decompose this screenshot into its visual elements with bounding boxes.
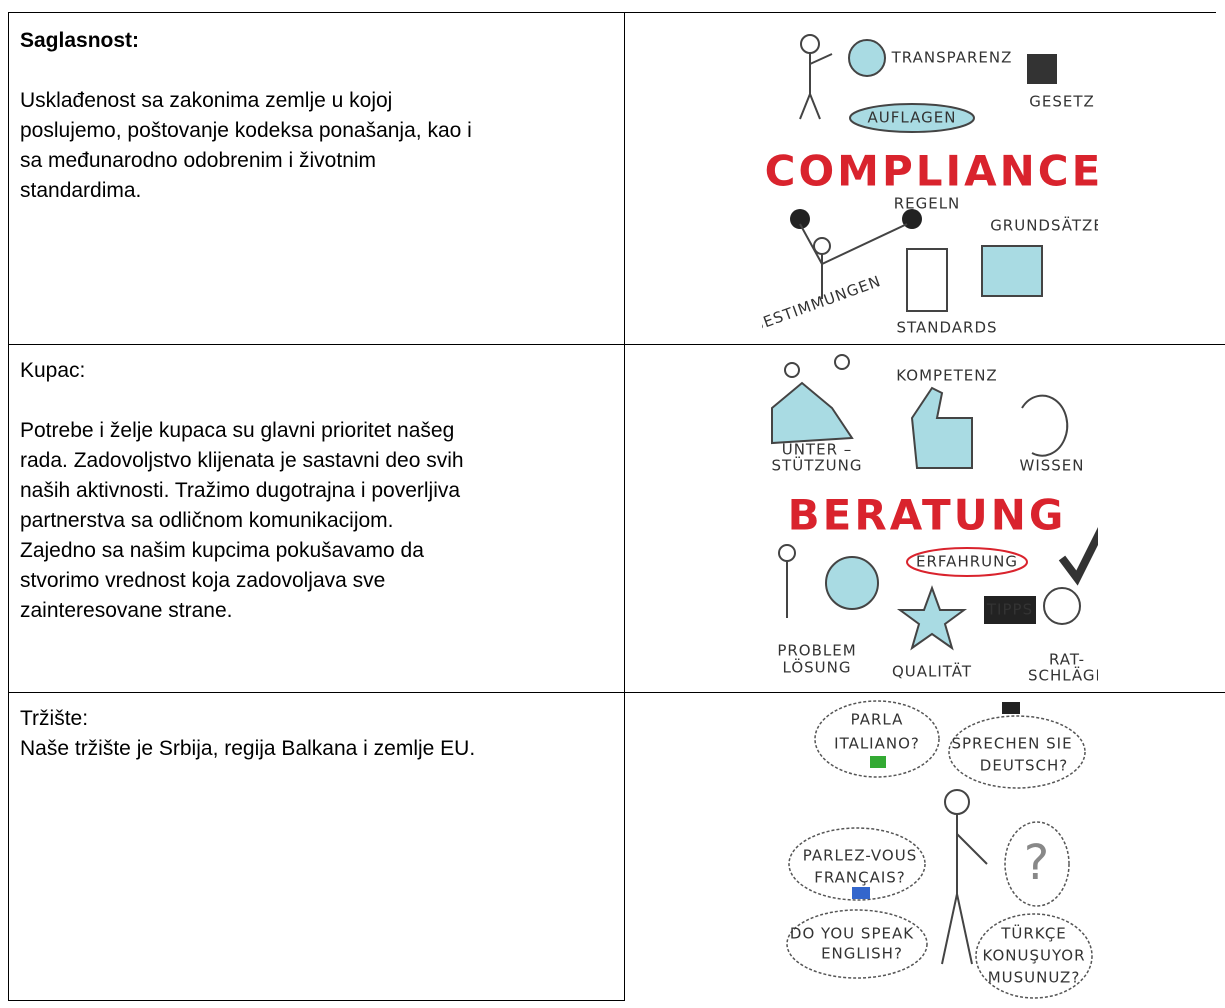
illustration-word: ITALIANO?: [834, 735, 920, 753]
illustration-word: TIPPS: [986, 601, 1033, 619]
table-border: [8, 692, 1225, 693]
illustration: KOMPETENZ UNTER –STÜTZUNG WISSEN BERATUNG ER…: [771, 354, 1098, 685]
svg-text:?: ?: [1024, 835, 1050, 891]
illustration-word: STÜTZUNG: [772, 456, 863, 475]
illustration-word: FRANÇAIS?: [814, 869, 906, 887]
illustration-word: GRUNDSÄTZE: [990, 216, 1098, 235]
cell-text: Potrebe i želje kupaca su glavni priorit…: [20, 419, 455, 442]
cell-text: zainteresovane strane.: [20, 599, 233, 622]
illustration-word: AUFLAGEN: [868, 109, 957, 127]
illustration-word: DO YOU SPEAK: [790, 925, 914, 943]
table-cell: Kupac: Potrebe i želje kupaca su glavni p…: [20, 356, 620, 626]
table-border: [624, 12, 625, 1001]
illustration: ? PARLA ITALIANO? SPRECHEN SIE DEUTSCH? PARLE…: [786, 700, 1093, 999]
cell-text: stvorimo vrednost koja zadovoljava sve: [20, 569, 386, 592]
illustration-word: RAT-: [1049, 651, 1085, 669]
illustration-word: STANDARDS: [896, 319, 997, 337]
illustration: TRANSPARENZ GESETZ AUFLAGEN COMPLIANCEREGEL…: [762, 34, 1098, 337]
illustration-word: MUSUNUZ?: [988, 969, 1081, 987]
cell-text: Naše tržište je Srbija, regija Balkana i…: [20, 737, 476, 760]
illustration-word: DEUTSCH?: [980, 757, 1068, 775]
cell-heading: Tržište:: [20, 707, 89, 730]
table-border: [8, 1000, 625, 1001]
cell-text: Zajedno sa našim kupcima pokušavamo da: [20, 539, 424, 562]
illustration-word: LÖSUNG: [783, 658, 852, 677]
illustration-word: WISSEN: [1020, 457, 1085, 475]
cell-heading: Kupac:: [20, 359, 86, 382]
illustration-word: ERFAHRUNG: [916, 553, 1018, 571]
illustration-word: REGELN: [894, 195, 961, 213]
illustration-word: BERATUNG: [788, 491, 1067, 540]
illustration-word: PARLA: [851, 711, 904, 729]
cell-text: poslujemo, poštovanje kodeksa ponašanja,…: [20, 119, 472, 142]
illustration-word: UNTER –: [782, 441, 853, 459]
table-border: [8, 344, 1225, 345]
illustration-word: KONUŞUYOR: [982, 947, 1085, 965]
cell-text: naših aktivnosti. Tražimo dugotrajna i p…: [20, 479, 461, 502]
illustration-word: KOMPETENZ: [896, 367, 997, 385]
illustration-word: PARLEZ-VOUS: [803, 847, 917, 865]
illustration-word: QUALITÄT: [892, 662, 972, 681]
table-border: [8, 12, 9, 1001]
cell-text: partnerstva sa odličnom komunikacijom.: [20, 509, 394, 532]
table-border: [8, 12, 1216, 13]
illustration-word: ENGLISH?: [821, 945, 903, 963]
cell-text: sa međunarodno odobrenim i životnim: [20, 149, 377, 172]
illustration-word: TRANSPARENZ: [891, 49, 1013, 67]
illustration-word: GESETZ: [1029, 93, 1095, 111]
illustration-word: PROBLEM: [777, 642, 856, 660]
illustration-word: COMPLIANCE: [765, 147, 1098, 196]
table-cell: Saglasnost: Usklađenost sa zakonima zemlj…: [20, 26, 620, 206]
cell-text: Usklađenost sa zakonima zemlje u kojoj: [20, 89, 393, 112]
cell-heading: Saglasnost:: [20, 29, 140, 52]
illustration-word: SPRECHEN SIE: [951, 735, 1072, 753]
cell-text: rada. Zadovoljstvo klijenata je sastavni…: [20, 449, 464, 472]
table-cell: Tržište: Naše tržište je Srbija, regija B…: [20, 704, 620, 764]
cell-text: standardima.: [20, 179, 142, 202]
illustration-word: TÜRKÇE: [1000, 924, 1067, 943]
illustration-word: SCHLÄGE: [1028, 666, 1098, 685]
